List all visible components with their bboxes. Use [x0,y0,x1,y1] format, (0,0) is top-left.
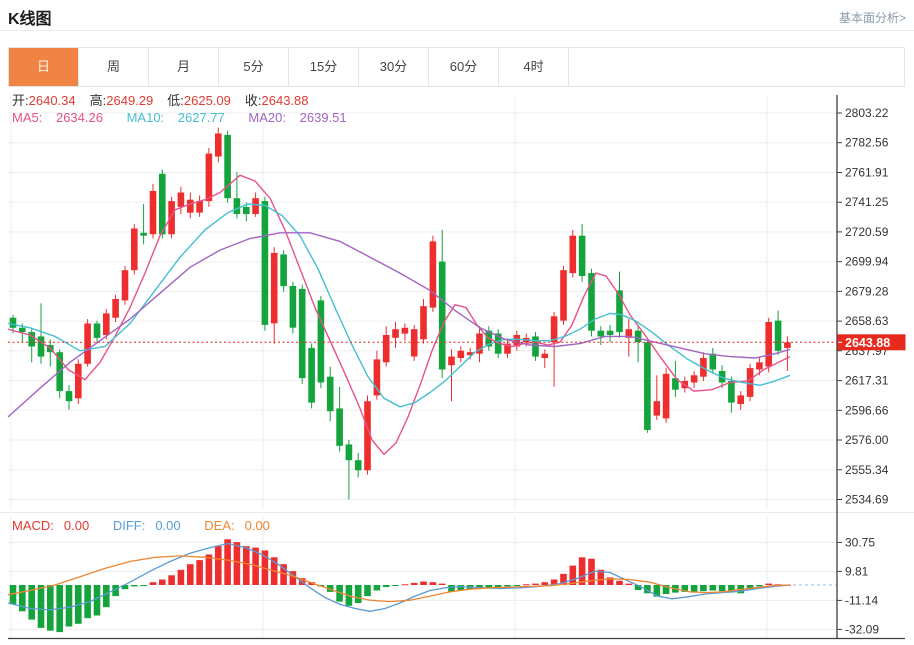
svg-text:2761.91: 2761.91 [845,166,889,180]
tab-5分[interactable]: 5分 [219,48,289,86]
diff-line [7,542,791,612]
fundamental-analysis-link[interactable]: 基本面分析> [838,11,906,25]
tab-60分[interactable]: 60分 [429,48,499,86]
header-divider [0,30,914,31]
low-value: 2625.09 [183,93,231,108]
macd-value-readout: MACD: 0.00 [12,518,90,533]
price-badge: 2643.88 [837,334,906,351]
svg-text:30.75: 30.75 [845,535,875,549]
candles-layer [9,127,791,500]
ohlc-readout: 开:2640.34 高:2649.29 低:2625.09 收:2643.88 [12,90,323,109]
svg-text:2658.63: 2658.63 [845,314,889,328]
high-value: 2649.29 [106,93,154,108]
vertical-gridlines [10,96,768,638]
open-value: 2640.34 [28,93,76,108]
macd-axis-labels: 30.75 9.81 -11.14 -32.09 [837,535,879,636]
dea-value-readout: DEA: 0.00 [204,518,270,533]
tab-月[interactable]: 月 [149,48,219,86]
high-label: 高: [89,93,107,108]
svg-text:2596.66: 2596.66 [845,403,889,417]
main-gridlines [8,112,837,500]
diff-value-readout: DIFF: 0.00 [112,518,181,533]
svg-text:2699.94: 2699.94 [845,255,889,269]
svg-text:9.81: 9.81 [845,564,869,578]
ma5-line [7,174,791,456]
svg-text:2534.69: 2534.69 [845,493,889,507]
tab-4时[interactable]: 4时 [499,48,569,86]
y-axis-labels: 2803.22 2782.56 2761.91 2741.25 2720.59 2699.… [837,106,889,507]
svg-text:2643.88: 2643.88 [845,336,890,350]
close-value: 2643.88 [261,93,309,108]
svg-text:2617.31: 2617.31 [845,374,889,388]
low-label: 低: [167,93,184,108]
axis-lines [8,95,905,640]
page-title: K线图 [8,11,52,28]
svg-text:2720.59: 2720.59 [845,225,889,239]
ma-readout: MA5: 2634.26 MA10: 2627.77 MA20: 2639.51 [12,110,367,125]
ma10-line [7,203,791,408]
tab-日[interactable]: 日 [9,48,79,86]
close-label: 收: [244,93,262,108]
dea-line [7,555,791,603]
ma5-readout: MA5: 2634.26 [12,110,103,125]
svg-text:-32.09: -32.09 [845,622,879,636]
macd-gridlines [8,541,837,630]
svg-text:2576.00: 2576.00 [845,433,889,447]
svg-text:-11.14: -11.14 [845,593,878,607]
macd-histogram [9,539,791,633]
macd-readout: MACD: 0.00 DIFF: 0.00 DEA: 0.00 [12,518,290,533]
open-label: 开: [12,93,29,108]
tabbar-filler [569,48,904,86]
ma20-line [7,232,791,418]
svg-text:2803.22: 2803.22 [845,106,889,120]
tab-15分[interactable]: 15分 [289,48,359,86]
svg-text:2782.56: 2782.56 [845,136,889,150]
svg-text:2741.25: 2741.25 [845,195,889,209]
ma20-readout: MA20: 2639.51 [248,110,347,125]
tab-周[interactable]: 周 [79,48,149,86]
ma10-readout: MA10: 2627.77 [126,110,225,125]
period-tabbar: 日周月 5分 15分 30分 60分 4时 [8,47,905,87]
tab-30分[interactable]: 30分 [359,48,429,86]
svg-text:2555.34: 2555.34 [845,463,889,477]
svg-text:2679.28: 2679.28 [845,284,889,298]
